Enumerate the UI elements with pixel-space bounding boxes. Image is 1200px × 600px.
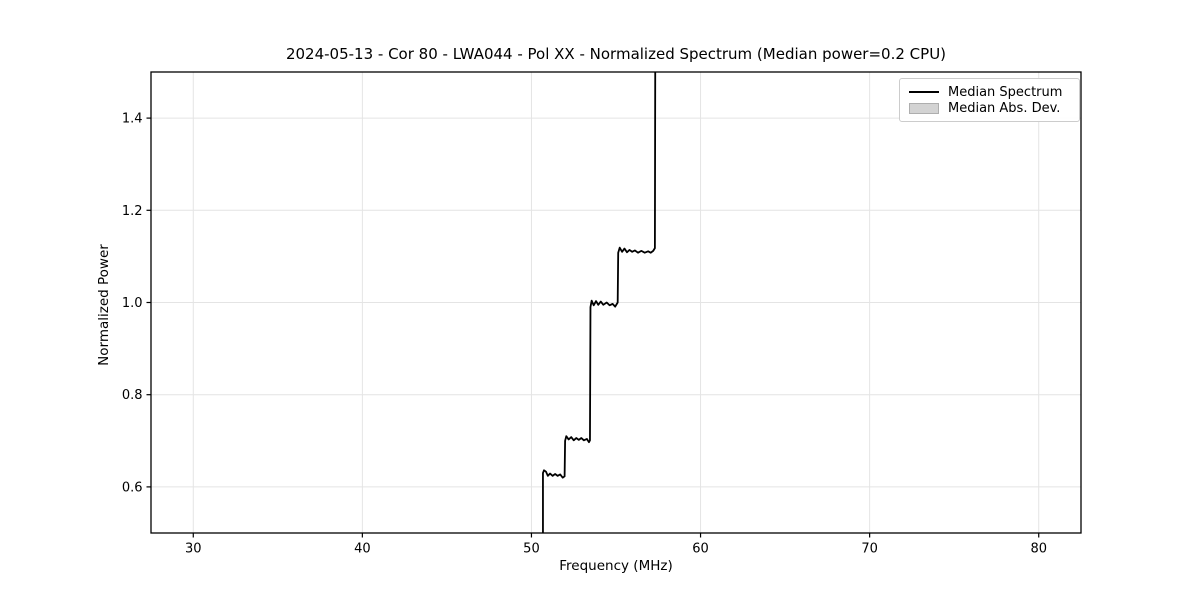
y-tick-label: 0.8: [122, 388, 143, 403]
legend-label-median-abs-dev: Median Abs. Dev.: [948, 100, 1061, 116]
x-tick-label: 80: [1030, 542, 1047, 557]
legend-label-median-spectrum: Median Spectrum: [948, 84, 1063, 100]
median-spectrum-line: [542, 71, 657, 533]
y-tick-label: 0.6: [122, 480, 143, 495]
y-tick-label: 1.2: [122, 204, 143, 219]
legend-item-median-abs-dev: Median Abs. Dev.: [909, 100, 1071, 116]
median-spectrum-line-swatch: [909, 91, 939, 93]
legend: Median Spectrum Median Abs. Dev.: [899, 78, 1080, 122]
legend-item-median-spectrum: Median Spectrum: [909, 84, 1071, 100]
median-abs-dev-patch-swatch: [909, 102, 939, 114]
x-tick-label: 40: [354, 542, 371, 557]
chart-title: 2024-05-13 - Cor 80 - LWA044 - Pol XX - …: [285, 45, 947, 63]
y-axis-label: Normalized Power: [96, 244, 112, 366]
y-tick-label: 1.0: [122, 296, 143, 311]
y-tick-label: 1.4: [122, 112, 143, 127]
x-tick-label: 60: [692, 542, 709, 557]
x-tick-label: 30: [185, 542, 202, 557]
x-tick-label: 50: [523, 542, 540, 557]
x-axis-label: Frequency (MHz): [559, 558, 673, 574]
x-tick-label: 70: [861, 542, 878, 557]
